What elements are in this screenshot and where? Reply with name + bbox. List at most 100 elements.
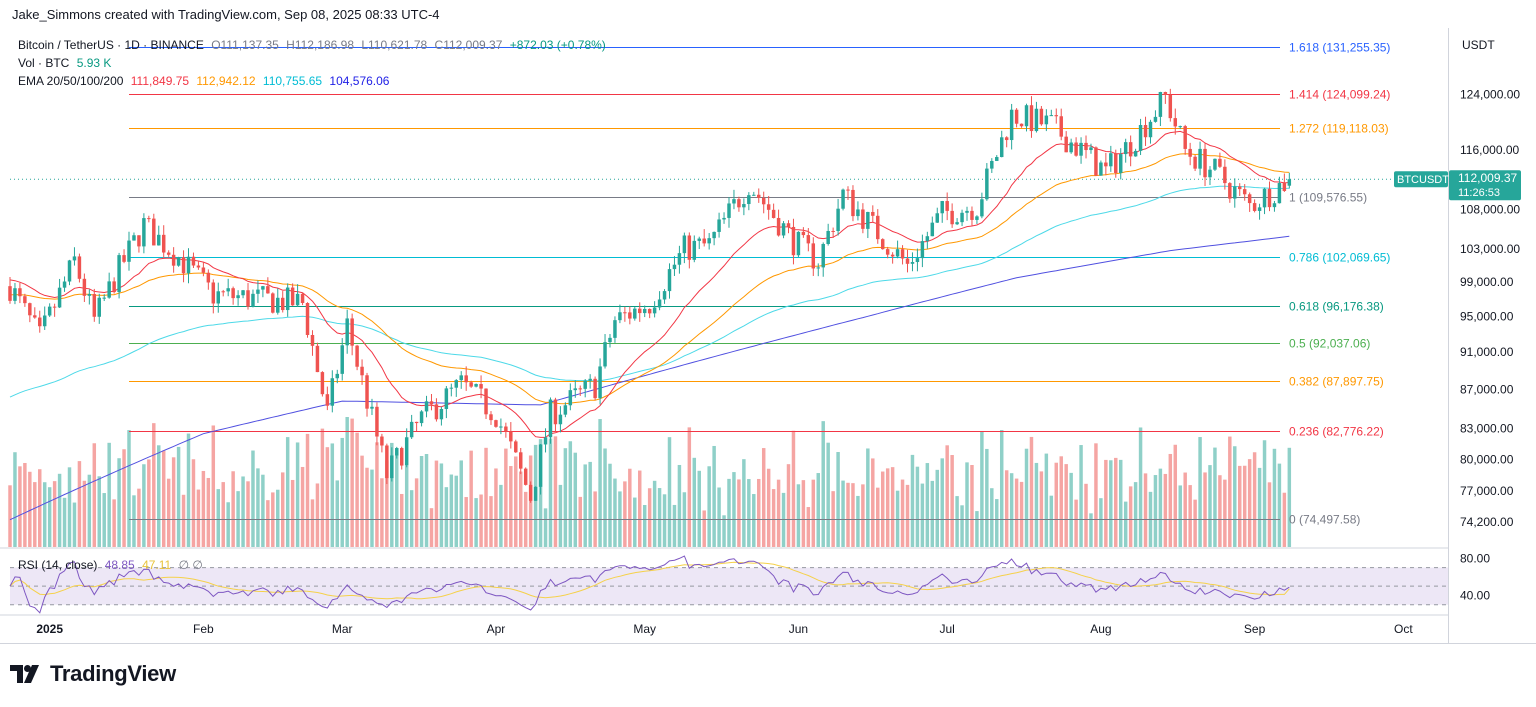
volume-bar	[97, 476, 101, 547]
candle-body	[434, 404, 439, 420]
candle-body	[166, 252, 171, 255]
price-axis-tick-6: 91,000.00	[1460, 345, 1514, 359]
legend-ema-label[interactable]: EMA 20/50/100/200	[18, 74, 124, 88]
legend-rsi-value: 48.85	[104, 558, 135, 572]
candle-body	[1074, 142, 1078, 156]
legend-rsi-label[interactable]: RSI (14, close)	[18, 558, 98, 572]
candle-body	[1024, 105, 1029, 127]
candles	[8, 88, 1292, 503]
volume-bar	[652, 480, 657, 547]
time-axis-label-8: Sep	[1244, 622, 1266, 636]
legend-symbol[interactable]: Bitcoin / TetherUS · 1D · BINANCE	[18, 38, 204, 52]
legend-high: H112,186.98	[286, 38, 354, 52]
candle-body	[444, 388, 449, 410]
fib-level-label-5: 0.618 (96,176.38)	[1289, 300, 1384, 314]
candle-body	[1228, 183, 1232, 199]
volume-bar	[985, 448, 989, 547]
volume-bar	[1128, 486, 1133, 547]
candle-body	[459, 375, 463, 381]
candle-body	[900, 249, 905, 259]
volume-bar	[82, 480, 87, 547]
candle-body	[152, 218, 156, 246]
volume-bar	[1208, 465, 1212, 547]
volume-bar	[355, 432, 359, 547]
candle-body	[866, 211, 870, 229]
volume-bar	[1034, 462, 1039, 547]
volume-bar	[836, 452, 840, 547]
volume-bar	[350, 418, 354, 547]
candle-body	[439, 409, 444, 420]
candle-body	[13, 288, 17, 301]
volume-bar	[1228, 436, 1232, 547]
volume-bar	[702, 510, 706, 547]
volume-bar	[514, 456, 518, 547]
candle-body	[876, 215, 880, 240]
volume-bar	[1084, 483, 1088, 547]
volume-bar	[1019, 481, 1024, 547]
ema100-line	[9, 185, 1290, 398]
volume-bar	[419, 456, 424, 547]
volume-bar	[18, 466, 22, 547]
volume-bar	[345, 417, 349, 547]
candle-body	[474, 384, 478, 387]
volume-bar	[1009, 473, 1014, 547]
candle-body	[142, 218, 146, 247]
volume-bar	[1238, 465, 1242, 547]
volume-bar	[583, 464, 587, 547]
candle-body	[499, 426, 503, 428]
volume-bar	[920, 483, 925, 547]
time-axis-label-0: 2025	[36, 622, 63, 636]
candle-body	[147, 218, 151, 220]
volume-bar	[1004, 470, 1009, 547]
candle-body	[1049, 115, 1054, 117]
volume-bar	[578, 496, 582, 547]
countdown-text: 11:26:53	[1458, 187, 1500, 199]
volume-bar	[642, 505, 647, 547]
candle-body	[72, 256, 77, 261]
price-axis-tick-7: 87,000.00	[1460, 382, 1514, 396]
volume-bar	[385, 460, 389, 547]
candle-body	[107, 281, 111, 298]
candle-body	[826, 230, 830, 244]
volume-bar	[196, 489, 201, 547]
legend-rsi-ma-value: 47.11	[142, 558, 172, 572]
candle-body	[806, 235, 811, 244]
candle-body	[300, 293, 305, 303]
volume-bar	[489, 496, 493, 547]
candle-body	[1029, 105, 1034, 132]
candle-body	[747, 195, 751, 205]
volume-bar	[1282, 492, 1287, 547]
candle-body	[618, 312, 622, 321]
volume-bar	[1049, 495, 1054, 547]
volume-bar	[280, 472, 285, 547]
candle-body	[672, 264, 677, 270]
candle-body	[885, 249, 890, 255]
candle-body	[390, 455, 394, 479]
candle-body	[573, 388, 578, 391]
fib-level-label-1: 1.414 (124,099.24)	[1289, 88, 1390, 102]
brand-name: TradingView	[50, 661, 176, 686]
volume-bar	[464, 497, 468, 547]
candle-body	[608, 337, 612, 343]
volume-bar	[910, 454, 915, 547]
volume-bar	[563, 448, 568, 547]
legend-volume-label[interactable]: Vol · BTC	[18, 56, 70, 70]
volume-bar	[1059, 456, 1063, 547]
volume-bar	[147, 459, 151, 547]
legend-ema-row: EMA 20/50/100/200 111,849.75 112,942.12 …	[18, 74, 393, 88]
candle-body	[509, 431, 513, 442]
candle-body	[1173, 118, 1178, 127]
volume-bar	[568, 441, 573, 547]
volume-bar	[697, 470, 701, 547]
legend-low: L110,621.78	[361, 38, 428, 52]
candle-body	[429, 401, 434, 405]
candle-body	[737, 199, 741, 208]
candle-body	[697, 238, 701, 241]
price-axis-currency: USDT	[1462, 38, 1495, 52]
volume-bar	[786, 464, 791, 547]
tradingview-brand[interactable]: TradingView	[10, 661, 176, 687]
candle-body	[345, 318, 349, 346]
candle-body	[677, 253, 682, 265]
candle-body	[831, 230, 835, 232]
